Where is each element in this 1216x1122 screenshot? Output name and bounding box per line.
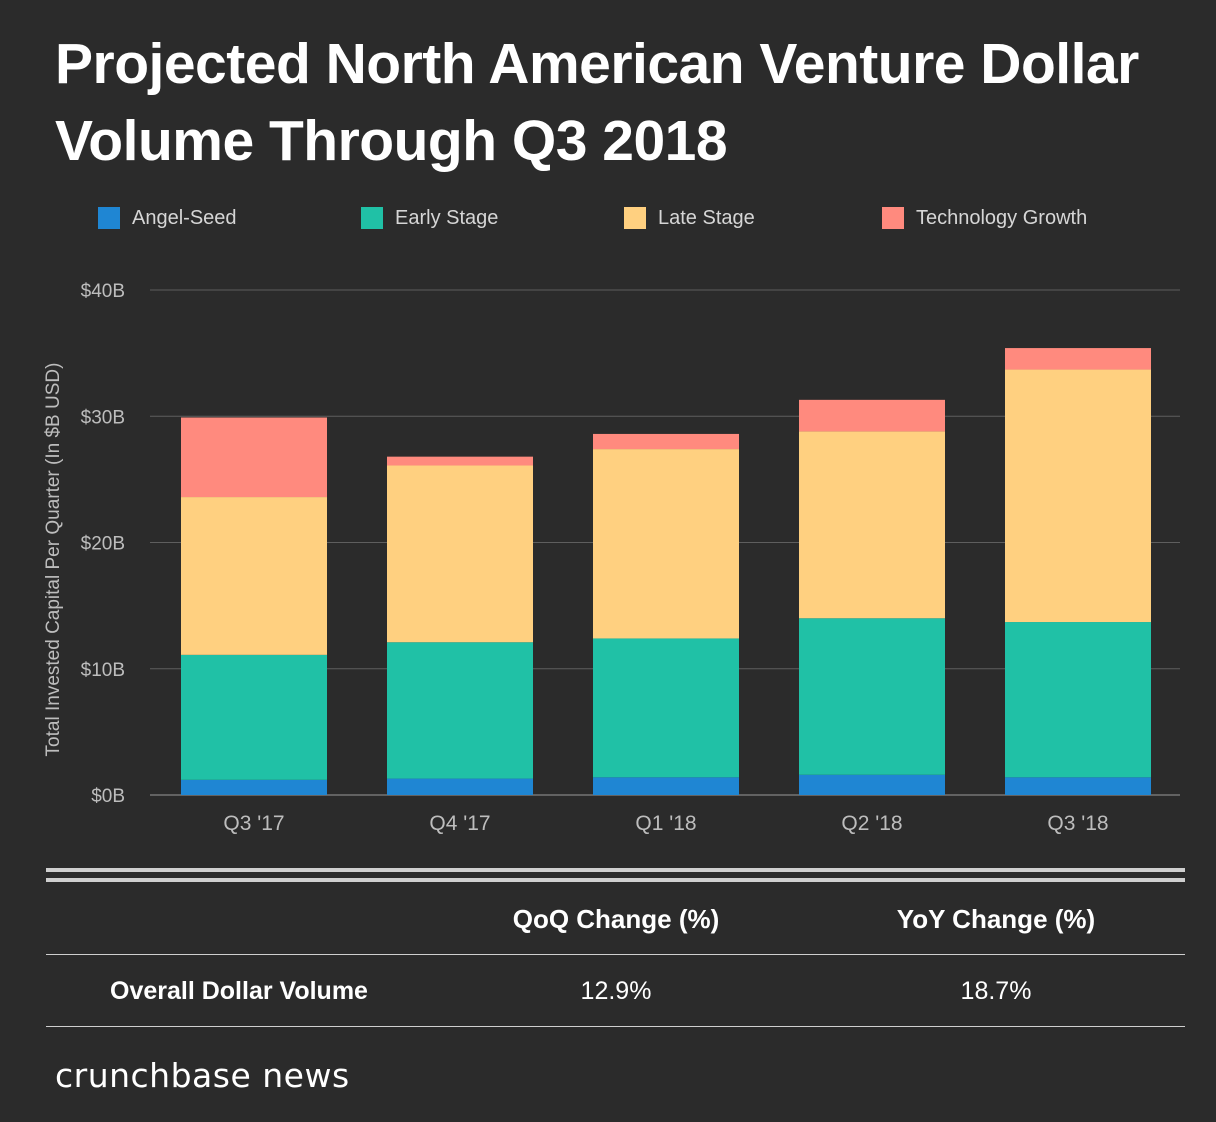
x-tick-label: Q2 '18 bbox=[841, 812, 902, 835]
y-tick-label: $20B bbox=[81, 534, 125, 555]
legend-label-angel-seed: Angel-Seed bbox=[132, 206, 237, 229]
crunchbase-news-logo: crunchbase news bbox=[55, 1056, 350, 1095]
bar-late-stage-q3-17 bbox=[181, 497, 327, 655]
y-tick-label: $10B bbox=[81, 660, 125, 681]
legend-item-late-stage: Late Stage bbox=[624, 204, 755, 232]
legend-label-early-stage: Early Stage bbox=[395, 206, 499, 229]
bar-late-stage-q4-17 bbox=[387, 465, 533, 643]
bar-early-stage-q2-18 bbox=[799, 618, 945, 775]
bar-angel-seed-q2-18 bbox=[799, 774, 945, 795]
x-tick-label: Q3 '17 bbox=[223, 812, 284, 835]
bars bbox=[181, 348, 1151, 795]
legend-label-late-stage: Late Stage bbox=[658, 206, 755, 229]
bar-early-stage-q1-18 bbox=[593, 638, 739, 778]
bar-technology-growth-q1-18 bbox=[593, 433, 739, 450]
chart-title: Projected North American Venture Dollar … bbox=[55, 32, 1139, 173]
table-top-rule-secondary bbox=[46, 878, 1185, 882]
stacked-bar-chart: $0B $10B $20B $30B $40B Q3 '17 Q4 '17 Q1 '18 Q2… bbox=[43, 281, 1180, 835]
y-axis-label: Total Invested Capital Per Quarter (In $… bbox=[43, 363, 64, 757]
legend-swatch-technology-growth bbox=[882, 207, 904, 229]
cell-qoq-value: 12.9% bbox=[580, 977, 652, 1005]
bar-technology-growth-q4-17 bbox=[387, 456, 533, 466]
table-header-divider bbox=[46, 954, 1185, 955]
y-tick-label: $30B bbox=[81, 407, 125, 428]
bar-angel-seed-q1-18 bbox=[593, 777, 739, 795]
x-tick-label: Q4 '17 bbox=[429, 812, 490, 835]
legend-swatch-early-stage bbox=[361, 207, 383, 229]
bar-early-stage-q3-18 bbox=[1005, 622, 1151, 778]
bar-early-stage-q3-17 bbox=[181, 654, 327, 780]
bar-angel-seed-q4-17 bbox=[387, 778, 533, 795]
header-yoy-change: YoY Change (%) bbox=[896, 904, 1096, 934]
cell-yoy-value: 18.7% bbox=[960, 977, 1032, 1005]
bar-technology-growth-q3-17 bbox=[181, 417, 327, 498]
bar-angel-seed-q3-17 bbox=[181, 779, 327, 795]
x-tick-label: Q3 '18 bbox=[1047, 812, 1108, 835]
y-tick-label: $0B bbox=[91, 786, 125, 807]
y-tick-labels: $0B $10B $20B $30B $40B bbox=[81, 281, 125, 807]
legend-item-technology-growth: Technology Growth bbox=[882, 204, 1087, 232]
table-top-rule bbox=[46, 868, 1185, 872]
bar-late-stage-q2-18 bbox=[799, 431, 945, 619]
header-qoq-change: QoQ Change (%) bbox=[512, 904, 720, 934]
legend-item-angel-seed: Angel-Seed bbox=[98, 204, 237, 232]
bar-late-stage-q1-18 bbox=[593, 449, 739, 639]
legend-label-technology-growth: Technology Growth bbox=[916, 206, 1088, 229]
bar-technology-growth-q3-18 bbox=[1005, 348, 1151, 370]
row-label-overall-dollar-volume: Overall Dollar Volume bbox=[110, 977, 368, 1005]
x-tick-label: Q1 '18 bbox=[635, 812, 696, 835]
legend: Angel-Seed Early Stage Late Stage Techno… bbox=[0, 204, 1216, 232]
table-bottom-rule bbox=[46, 1026, 1185, 1027]
legend-item-early-stage: Early Stage bbox=[361, 204, 498, 232]
x-tick-labels: Q3 '17 Q4 '17 Q1 '18 Q2 '18 Q3 '18 bbox=[223, 812, 1108, 835]
y-tick-label: $40B bbox=[81, 281, 125, 302]
bar-late-stage-q3-18 bbox=[1005, 369, 1151, 623]
bar-early-stage-q4-17 bbox=[387, 642, 533, 779]
bar-technology-growth-q2-18 bbox=[799, 399, 945, 432]
bar-angel-seed-q3-18 bbox=[1005, 777, 1151, 795]
legend-swatch-angel-seed bbox=[98, 207, 120, 229]
legend-swatch-late-stage bbox=[624, 207, 646, 229]
